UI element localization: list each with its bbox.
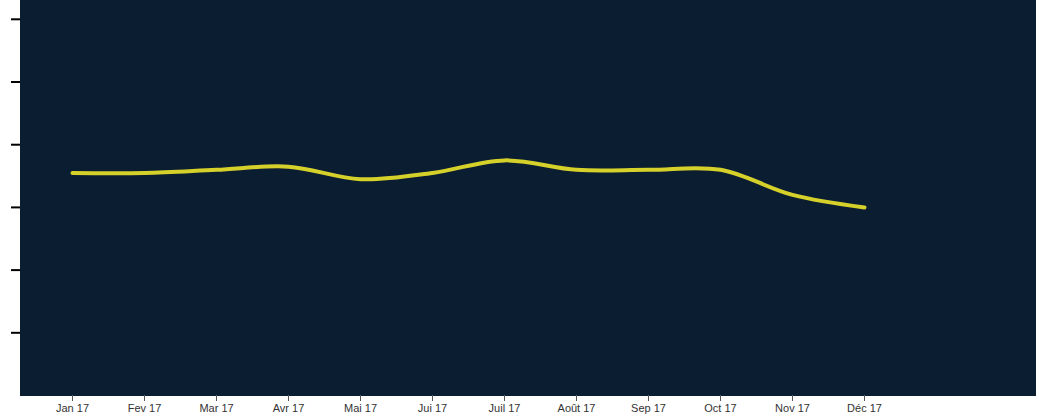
svg-text:Mai 17: Mai 17	[344, 402, 377, 414]
svg-text:Fev 17: Fev 17	[128, 402, 162, 414]
svg-text:Août 17: Août 17	[558, 402, 596, 414]
svg-text:Nov 17: Nov 17	[775, 402, 810, 414]
svg-text:Juil 17: Juil 17	[489, 402, 521, 414]
svg-text:Jan 17: Jan 17	[56, 402, 89, 414]
svg-text:Oct 17: Oct 17	[704, 402, 736, 414]
svg-text:Jui 17: Jui 17	[418, 402, 447, 414]
svg-text:Avr 17: Avr 17	[273, 402, 305, 414]
svg-text:Sep 17: Sep 17	[631, 402, 666, 414]
svg-text:Mar 17: Mar 17	[199, 402, 233, 414]
svg-text:Déc 17: Déc 17	[847, 402, 882, 414]
